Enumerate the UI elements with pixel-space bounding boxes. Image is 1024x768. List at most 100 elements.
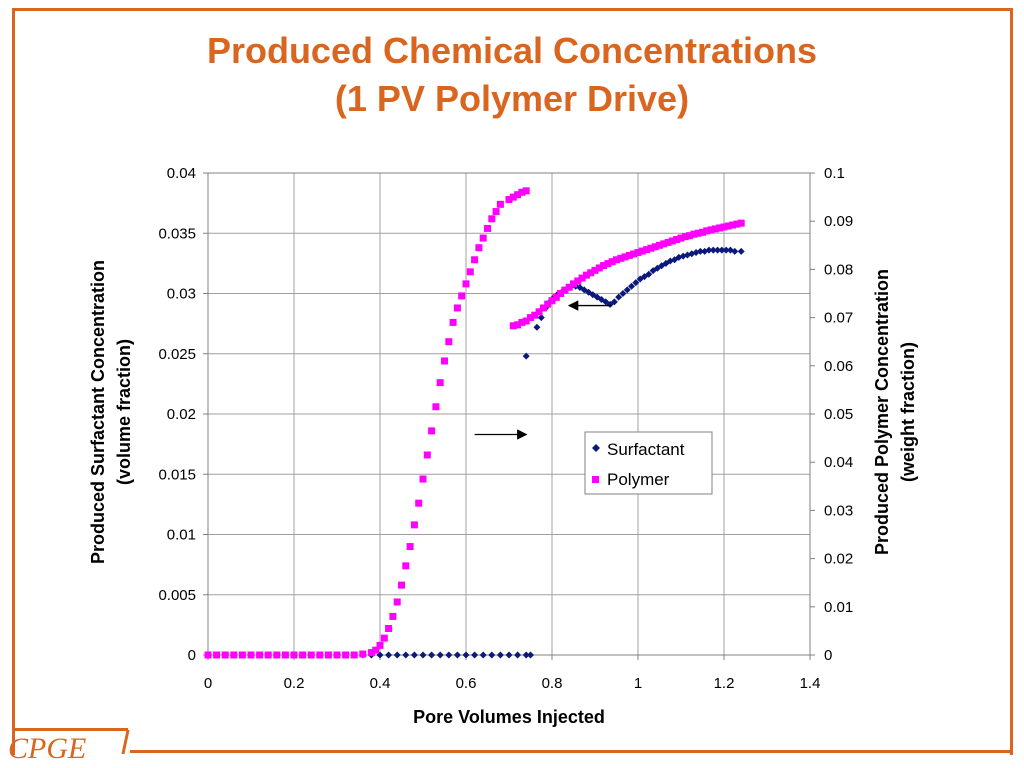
polymer-point (574, 277, 582, 285)
polymer-point (359, 650, 367, 658)
polymer-point (290, 651, 298, 659)
y-left-tick-label: 0.02 (167, 406, 196, 423)
polymer-point (630, 250, 638, 258)
grid-lines (208, 173, 810, 655)
polymer-point (380, 634, 388, 642)
polymer-point (591, 266, 599, 274)
polymer-point (324, 651, 332, 659)
y-right-axis-label-line2: (weight fraction) (898, 342, 918, 482)
polymer-point (557, 290, 565, 297)
surfactant-point (533, 323, 541, 331)
y-right-tick-label: 0.02 (824, 551, 853, 568)
y-right-tick-label: 0.06 (824, 358, 853, 375)
polymer-point (393, 598, 401, 606)
polymer-point (462, 280, 470, 288)
x-tick-label: 0.4 (370, 675, 391, 692)
x-tick-label: 0.2 (284, 675, 305, 692)
polymer-point (509, 193, 517, 201)
polymer-point (699, 228, 706, 236)
surfactant-point (718, 246, 726, 254)
polymer-point (578, 274, 586, 282)
polymer-point (673, 236, 681, 244)
y-right-tick-label: 0.07 (824, 310, 853, 327)
annotations (474, 300, 613, 440)
polymer-point (342, 651, 350, 659)
surfactant-point (714, 246, 722, 254)
polymer-point (479, 234, 487, 242)
y-right-tick-label: 0 (824, 647, 832, 664)
y-left-axis-label-line1: Produced Surfactant Concentration (88, 260, 108, 564)
surfactant-point (445, 651, 453, 659)
polymer-point (423, 451, 431, 459)
polymer-point (613, 256, 620, 264)
legend-marker-surfactant (592, 444, 600, 452)
polymer-point (238, 651, 246, 659)
surfactant-point (462, 651, 470, 659)
surfactant-point (722, 246, 730, 254)
polymer-point (492, 208, 500, 216)
surfactant-point (505, 651, 513, 659)
polymer-point (256, 651, 264, 659)
surfactant-point (632, 279, 640, 287)
polymer-point (299, 651, 307, 659)
polymer-point (518, 188, 526, 196)
polymer-point (544, 300, 552, 308)
polymer-point (398, 581, 405, 589)
polymer-point (686, 232, 694, 240)
surfactant-point (645, 270, 653, 278)
frame-bottom (130, 750, 1013, 753)
polymer-point (535, 308, 543, 316)
polymer-point (711, 225, 719, 233)
x-tick-label: 0 (204, 675, 212, 692)
surfactant-point (514, 651, 522, 659)
legend-label-polymer: Polymer (607, 470, 670, 489)
polymer-point (419, 475, 427, 483)
polymer-point (367, 649, 375, 657)
surfactant-point (393, 651, 401, 659)
polymer-point (372, 646, 380, 654)
polymer-point (385, 624, 393, 632)
y-left-tick-label: 0.03 (167, 286, 196, 303)
x-tick-label: 1 (634, 675, 642, 692)
y-right-tick-label: 0.03 (824, 502, 853, 519)
polymer-point (441, 357, 448, 365)
polymer-point (677, 234, 685, 242)
surfactant-point (623, 286, 631, 294)
polymer-point (432, 403, 440, 411)
polymer-point (729, 221, 737, 229)
frame-notch-top (12, 728, 128, 731)
surfactant-point (385, 651, 393, 659)
polymer-point (651, 243, 659, 251)
polymer-point (350, 651, 358, 659)
polymer-point (488, 215, 496, 223)
polymer-point (647, 244, 655, 252)
slide-title-line1: Produced Chemical Concentrations (206, 30, 818, 71)
legend: Surfactant Polymer (584, 431, 713, 495)
polymer-point (737, 219, 745, 227)
polymer-point (587, 269, 595, 277)
polymer-point (582, 271, 590, 279)
cpge-logo: CPGE (8, 732, 87, 765)
surfactant-point (610, 298, 618, 306)
y-left-tick-label: 0.005 (158, 587, 196, 604)
x-axis-label: Pore Volumes Injected (413, 707, 605, 727)
surfactant-point (537, 314, 545, 322)
y-right-tick-label: 0.09 (824, 213, 853, 230)
polymer-point (376, 641, 384, 649)
polymer-point (522, 187, 530, 195)
legend-box (584, 431, 713, 495)
slide-title-line2: (1 PV Polymer Drive) (334, 78, 690, 119)
surfactant-point (696, 247, 704, 255)
slide-frame (12, 8, 1013, 755)
polymer-point (475, 244, 483, 252)
polymer-point (724, 222, 732, 230)
polymer-point (406, 543, 414, 551)
polymer-point (552, 293, 560, 301)
polymer-point (681, 233, 689, 241)
y-left-tick-label: 0.025 (158, 346, 196, 363)
x-tick-label: 1.4 (800, 675, 821, 692)
polymer-point (466, 268, 474, 276)
polymer-point (634, 249, 642, 257)
polymer-point (643, 246, 651, 254)
polymer-point (458, 292, 466, 300)
